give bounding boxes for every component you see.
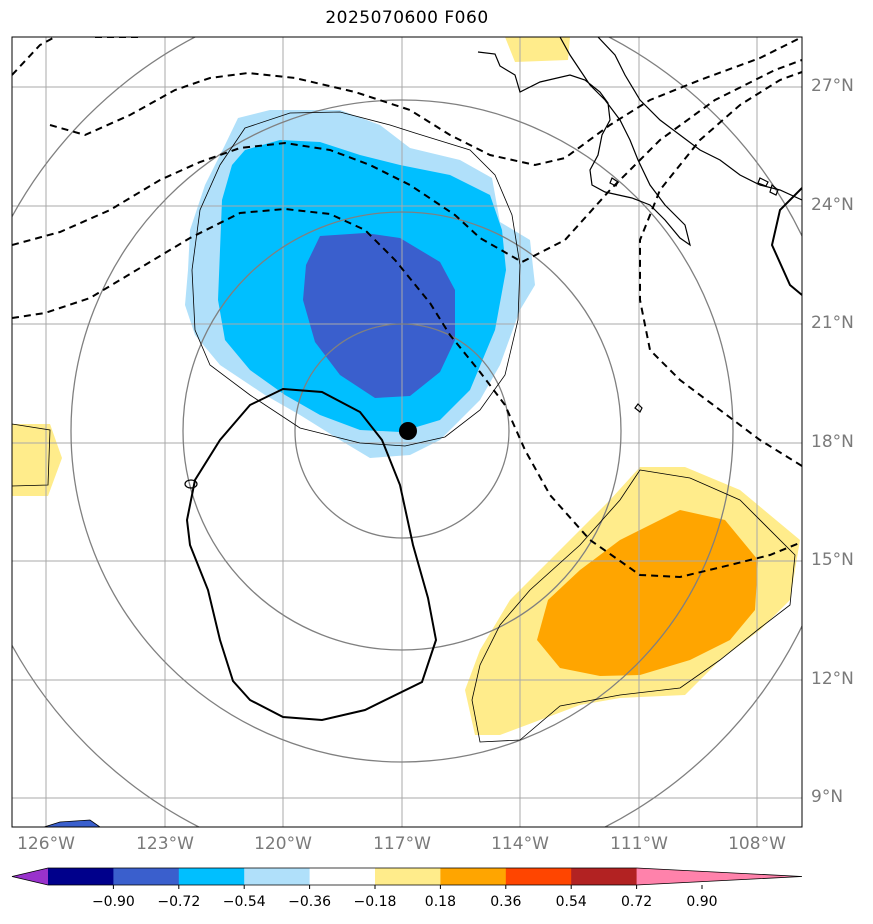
latitude-label: 24°N — [811, 195, 854, 215]
small-contour-loop — [184, 479, 198, 489]
colorbar-segment — [113, 868, 180, 885]
colorbar-tick-label: 0.90 — [686, 894, 718, 910]
colorbar-tick-label: −0.36 — [288, 894, 332, 910]
negative-anomaly-dark — [303, 233, 455, 398]
colorbar-segment — [48, 868, 114, 885]
bottom-left-fragment — [43, 819, 101, 827]
range-rings — [12, 37, 802, 827]
longitude-label: 117°W — [373, 834, 431, 854]
longitude-label: 123°W — [136, 834, 194, 854]
latitude-label: 15°N — [811, 550, 854, 570]
anomaly-outline-contours — [12, 111, 796, 743]
colorbar-tick-label: 0.54 — [555, 894, 587, 910]
map-frame — [11, 36, 803, 828]
colorbar-segment — [178, 868, 245, 885]
anomaly-shading — [12, 37, 800, 735]
longitude-label: 120°W — [254, 834, 312, 854]
colorbar-tick-label: −0.90 — [91, 894, 135, 910]
storm-center-marker — [399, 422, 417, 440]
latitude-label: 18°N — [811, 432, 854, 452]
colorbar-segment — [440, 868, 507, 885]
colorbar-segment — [309, 868, 376, 885]
colorbar-tick-label: −0.18 — [353, 894, 397, 910]
range-ring — [182, 211, 622, 651]
longitude-label: 126°W — [17, 834, 75, 854]
range-ring — [70, 99, 734, 763]
latitude-label: 21°N — [811, 313, 854, 333]
colorbar-tick-label: 0.18 — [424, 894, 456, 910]
map-title: 2025070600 F060 — [325, 8, 489, 28]
range-ring — [294, 323, 510, 539]
colorbar-outline — [11, 867, 803, 886]
longitude-label: 114°W — [491, 834, 549, 854]
colorbar-segment — [375, 868, 441, 885]
colorbar-tick-label: −0.54 — [222, 894, 266, 910]
positive-anomaly-light-north — [505, 37, 570, 62]
latitude-label: 9°N — [811, 787, 844, 807]
dashed-contours — [12, 37, 802, 579]
positive-anomaly-medium — [537, 510, 758, 676]
longitude-label: 108°W — [728, 834, 786, 854]
latitude-label: 27°N — [811, 76, 854, 96]
coastline — [477, 37, 802, 413]
latitude-label: 12°N — [811, 669, 854, 689]
colorbar-segment — [244, 868, 311, 885]
closed-solid-contour — [185, 387, 438, 722]
colorbar-tick-label: 0.36 — [490, 894, 522, 910]
colorbar-extend-max — [636, 868, 802, 885]
colorbar-segment — [571, 868, 638, 885]
solid-contours — [185, 187, 802, 722]
colorbar-extend-min — [12, 868, 48, 885]
colorbar — [11, 867, 803, 889]
map-area — [12, 37, 802, 827]
graticule — [12, 37, 802, 827]
colorbar-tick-label: 0.72 — [621, 894, 653, 910]
colorbar-segment — [505, 868, 572, 885]
longitude-label: 111°W — [610, 834, 668, 854]
colorbar-tick-label: −0.72 — [157, 894, 201, 910]
